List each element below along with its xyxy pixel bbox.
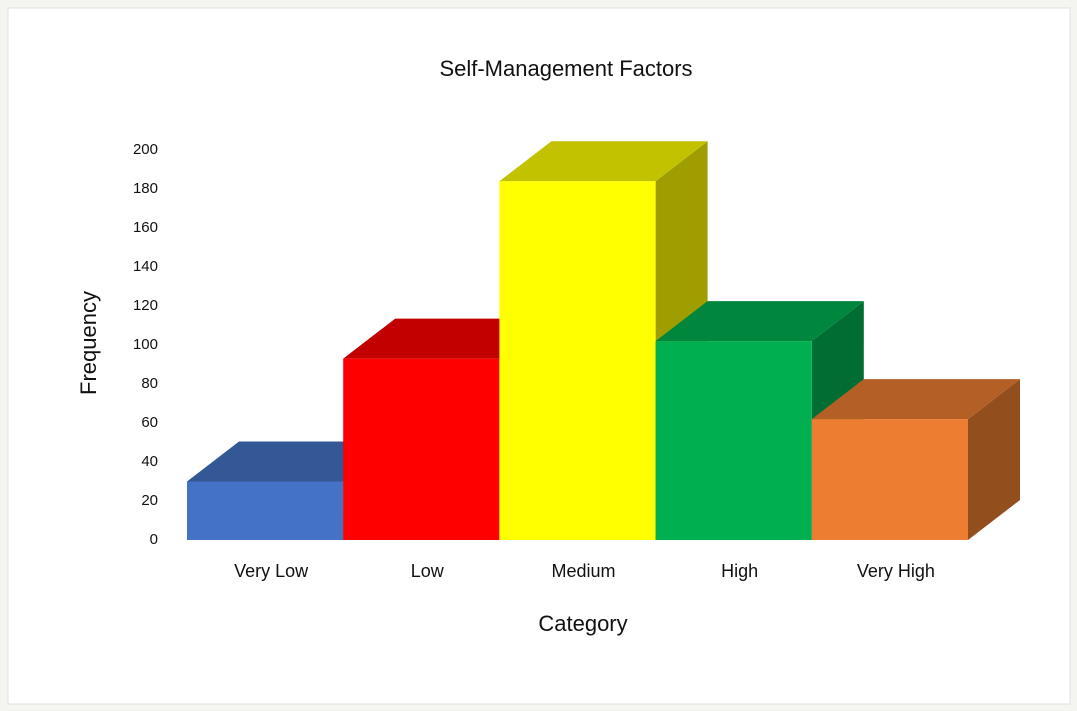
- y-tick-label: 0: [150, 531, 158, 548]
- y-tick-label: 20: [141, 492, 158, 509]
- y-tick-label: 200: [133, 141, 158, 158]
- x-tick-label: High: [721, 561, 758, 581]
- bar-top: [499, 141, 708, 182]
- x-tick-label: Low: [411, 561, 445, 581]
- x-axis-title: Category: [538, 611, 627, 636]
- bar-top: [655, 301, 864, 342]
- x-tick-label: Medium: [551, 561, 615, 581]
- x-tick-label: Very Low: [234, 561, 309, 581]
- y-tick-label: 100: [133, 336, 158, 353]
- bar: [499, 181, 656, 540]
- chart-title: Self-Management Factors: [439, 56, 692, 81]
- bar-side: [968, 379, 1020, 540]
- y-tick-label: 60: [141, 414, 158, 431]
- y-tick-label: 80: [141, 375, 158, 392]
- y-tick-label: 140: [133, 258, 158, 275]
- bar: [811, 419, 968, 540]
- y-tick-label: 120: [133, 297, 158, 314]
- bar: [655, 341, 812, 540]
- bar: [343, 358, 500, 540]
- y-tick-label: 160: [133, 219, 158, 236]
- bar: [187, 481, 344, 540]
- y-tick-label: 40: [141, 453, 158, 470]
- bar-top: [343, 318, 552, 359]
- x-tick-label: Very High: [857, 561, 935, 581]
- bar-top: [811, 379, 1020, 420]
- y-axis-title: Frequency: [76, 291, 101, 395]
- bar-top: [187, 441, 396, 482]
- y-tick-label: 180: [133, 180, 158, 197]
